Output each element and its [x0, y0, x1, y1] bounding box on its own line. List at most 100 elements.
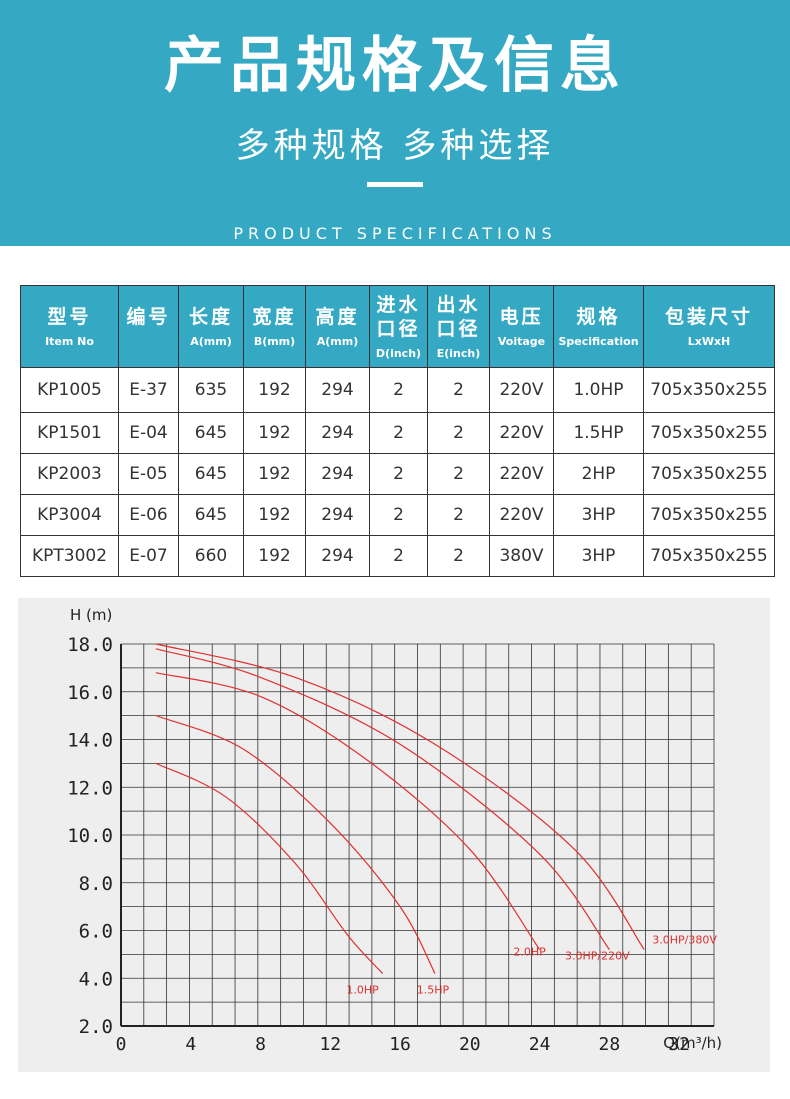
table-cell: KP3004: [20, 494, 119, 536]
column-header-en: [120, 335, 177, 349]
x-tick-label: 16: [389, 1034, 411, 1055]
column-header: 编号: [118, 285, 179, 368]
table-header-row: 型号 Item No 编号 长度 A(mm) 宽度 B(mm) 高度 A(mm) 进水 口径 D(i…: [20, 285, 775, 368]
column-header: 高度 A(mm): [305, 285, 370, 368]
x-axis-label: Q(m³/h): [663, 1034, 722, 1052]
table-cell: 705x350x255: [643, 412, 775, 454]
column-header: 进水 口径 D(inch): [369, 285, 428, 368]
table-cell: 294: [305, 494, 370, 536]
y-tick-label: 2.0: [79, 1016, 113, 1038]
column-header-en: Item No: [45, 334, 94, 348]
table-cell: 2: [369, 412, 428, 454]
table-cell: E-37: [118, 367, 179, 413]
column-header-cn: 出水 口径: [436, 293, 481, 340]
table-cell: 3HP: [553, 494, 644, 536]
table-cell: 380V: [489, 535, 554, 577]
table-row: KP1005 E-37 635 192 294 2 2 220V 1.0HP 705x350x25…: [20, 367, 775, 413]
table-cell: 294: [305, 453, 370, 495]
table-row: KP3004 E-06 645 192 294 2 2 220V 3HP 705x350x255: [20, 494, 775, 536]
series-line: [155, 715, 436, 974]
x-tick-label: 24: [529, 1034, 551, 1055]
chart-svg: 18.0 16.0 14.0 12.0 10.0 8.0 6.0 4.0 2.00 4 8 12 16 2…: [67, 606, 722, 1055]
table-cell: E-05: [118, 453, 179, 495]
table-cell: 1.5HP: [553, 412, 644, 454]
column-header: 电压 Voitage: [489, 285, 554, 368]
header-banner: 产品规格及信息 多种规格 多种选择 PRODUCT SPECIFICATIONS: [0, 0, 790, 246]
column-header-cn: 包装尺寸: [664, 305, 753, 328]
column-header-en: D(inch): [375, 346, 422, 360]
table-row: KPT3002 E-07 660 192 294 2 2 380V 3HP 705x350x255: [20, 535, 775, 577]
table-cell: 2: [369, 535, 428, 577]
series-label: 1.5HP: [417, 983, 450, 996]
page-title: 产品规格及信息: [164, 31, 626, 101]
x-tick-label: 28: [599, 1034, 621, 1055]
table-cell: 294: [305, 367, 370, 413]
column-header-cn: 型号: [47, 305, 92, 328]
y-tick-label: 4.0: [79, 968, 113, 990]
series-line: [155, 643, 645, 950]
column-header-cn: 宽度: [252, 305, 297, 328]
table-cell: 705x350x255: [643, 367, 775, 413]
table-cell: KP1501: [20, 412, 119, 454]
x-tick-label: 12: [319, 1034, 341, 1055]
y-tick-label: 18.0: [67, 634, 113, 656]
column-header: 出水 口径 E(inch): [427, 285, 490, 368]
column-header-cn: 长度: [188, 305, 233, 328]
series-line: [155, 762, 384, 974]
series-label: 3.0HP/380V: [652, 934, 717, 947]
table-cell: 2: [427, 412, 490, 454]
title-divider: [367, 182, 423, 187]
table-cell: E-06: [118, 494, 179, 536]
table-cell: 220V: [489, 494, 554, 536]
table-cell: 294: [305, 412, 370, 454]
column-header: 型号 Item No: [20, 285, 119, 368]
table-body: KP1005 E-37 635 192 294 2 2 220V 1.0HP 705x350x25…: [20, 367, 775, 577]
table-cell: 2: [427, 367, 490, 413]
table-cell: 660: [178, 535, 244, 577]
y-tick-label: 16.0: [67, 682, 113, 704]
series-line: [155, 648, 610, 950]
table-cell: 220V: [489, 453, 554, 495]
column-header-cn: 电压: [499, 305, 544, 328]
table-cell: 220V: [489, 367, 554, 413]
series-label: 1.0HP: [346, 983, 379, 996]
column-header-en: A(mm): [316, 334, 359, 348]
table-cell: 635: [178, 367, 244, 413]
table-cell: KP2003: [20, 453, 119, 495]
series-line: [155, 672, 541, 950]
page-subtitle: 多种规格 多种选择: [235, 126, 555, 166]
table-row: KP2003 E-05 645 192 294 2 2 220V 2HP 705x350x255: [20, 453, 775, 495]
table-cell: 294: [305, 535, 370, 577]
column-header-cn: 规格: [576, 305, 621, 328]
table-cell: 3HP: [553, 535, 644, 577]
y-tick-label: 12.0: [67, 777, 113, 799]
column-header-cn: 高度: [315, 305, 360, 328]
column-header: 规格 Specification: [553, 285, 644, 368]
table-cell: 192: [243, 367, 306, 413]
y-tick-label: 8.0: [79, 873, 113, 895]
series-label: 3.0HP/220V: [565, 950, 630, 963]
table-cell: 192: [243, 412, 306, 454]
table-cell: 220V: [489, 412, 554, 454]
x-tick-label: 20: [459, 1034, 481, 1055]
x-tick-label: 8: [255, 1034, 266, 1055]
column-header-en: B(mm): [253, 334, 296, 348]
column-header: 包装尺寸 LxWxH: [643, 285, 775, 368]
column-header-en: Voitage: [497, 334, 546, 348]
table-cell: 192: [243, 453, 306, 495]
column-header: 宽度 B(mm): [243, 285, 306, 368]
table-row: KP1501 E-04 645 192 294 2 2 220V 1.5HP 705x350x25…: [20, 412, 775, 454]
table-cell: 2: [369, 367, 428, 413]
table-cell: 2: [369, 494, 428, 536]
table-cell: 645: [178, 494, 244, 536]
table-cell: 1.0HP: [553, 367, 644, 413]
y-axis-label: H (m): [70, 606, 112, 624]
column-header: 长度 A(mm): [178, 285, 244, 368]
column-header-en: E(inch): [436, 346, 481, 360]
table-cell: 192: [243, 494, 306, 536]
table-cell: 2: [427, 494, 490, 536]
column-header-cn: 进水 口径: [376, 293, 421, 340]
table-cell: 705x350x255: [643, 494, 775, 536]
table-cell: 2: [369, 453, 428, 495]
table-cell: E-04: [118, 412, 179, 454]
